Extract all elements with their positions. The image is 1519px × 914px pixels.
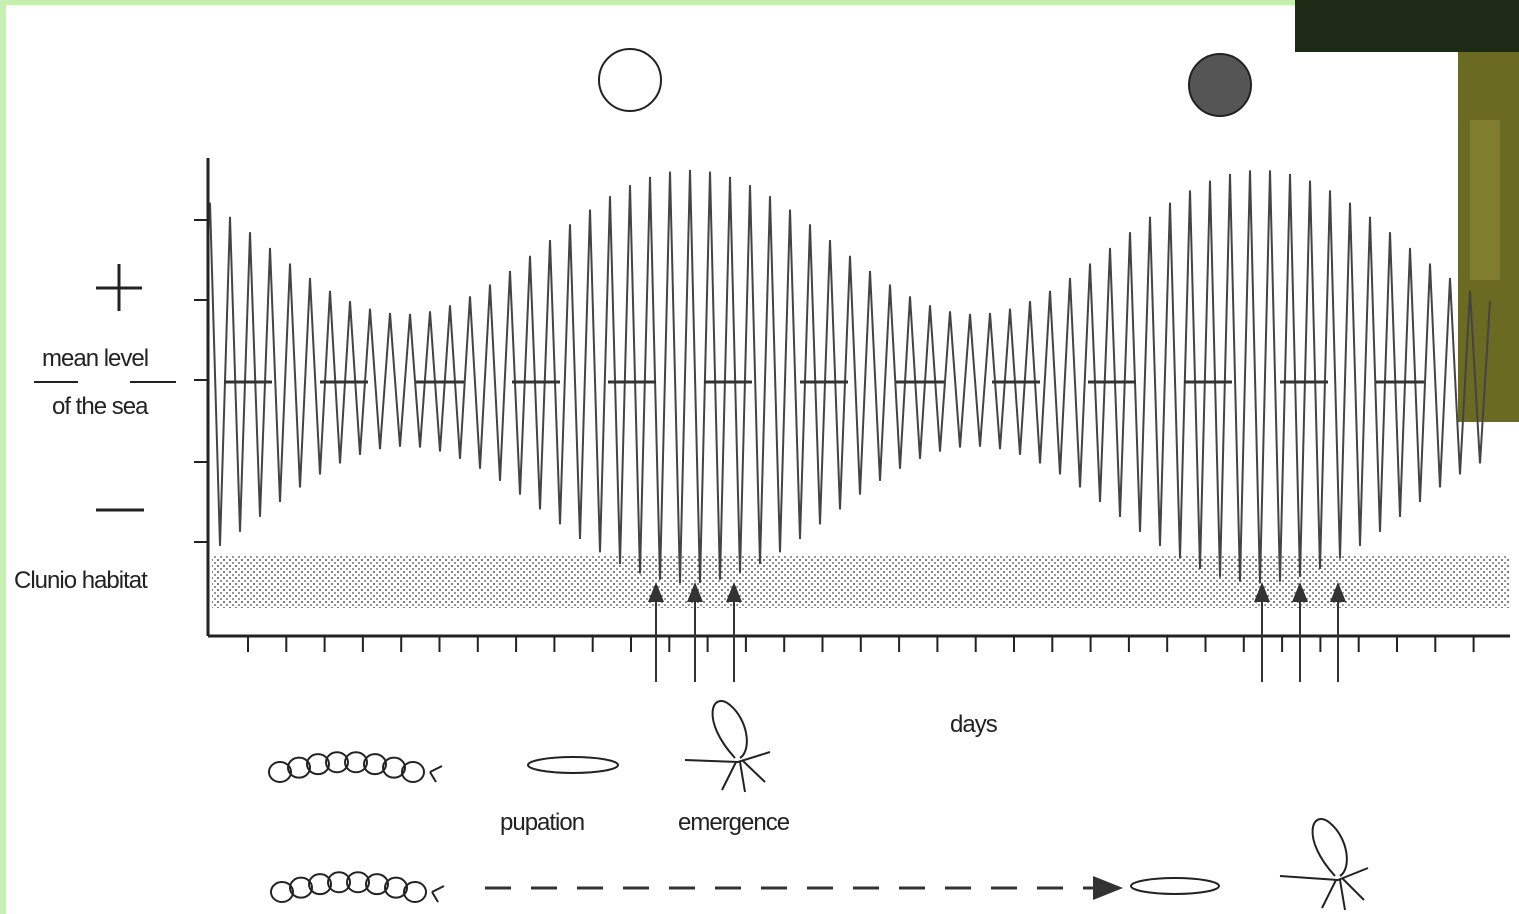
label: Clunio habitat <box>14 567 148 594</box>
diagram: mean level of the sea Clunio habitat day… <box>0 0 1519 914</box>
label: mean level <box>42 345 148 372</box>
photo-detail <box>1470 120 1500 280</box>
label: pupation <box>500 809 584 836</box>
label: emergence <box>678 809 790 836</box>
habitat-zone <box>212 556 1510 608</box>
page: {"labels": {"sea_level": ["mean level", … <box>0 0 1519 914</box>
photo <box>1295 0 1519 52</box>
border-left <box>0 0 6 914</box>
axis-label: days <box>950 711 998 738</box>
border-top <box>0 0 1519 5</box>
label: of the sea <box>52 393 149 420</box>
new-moon <box>1189 54 1251 116</box>
